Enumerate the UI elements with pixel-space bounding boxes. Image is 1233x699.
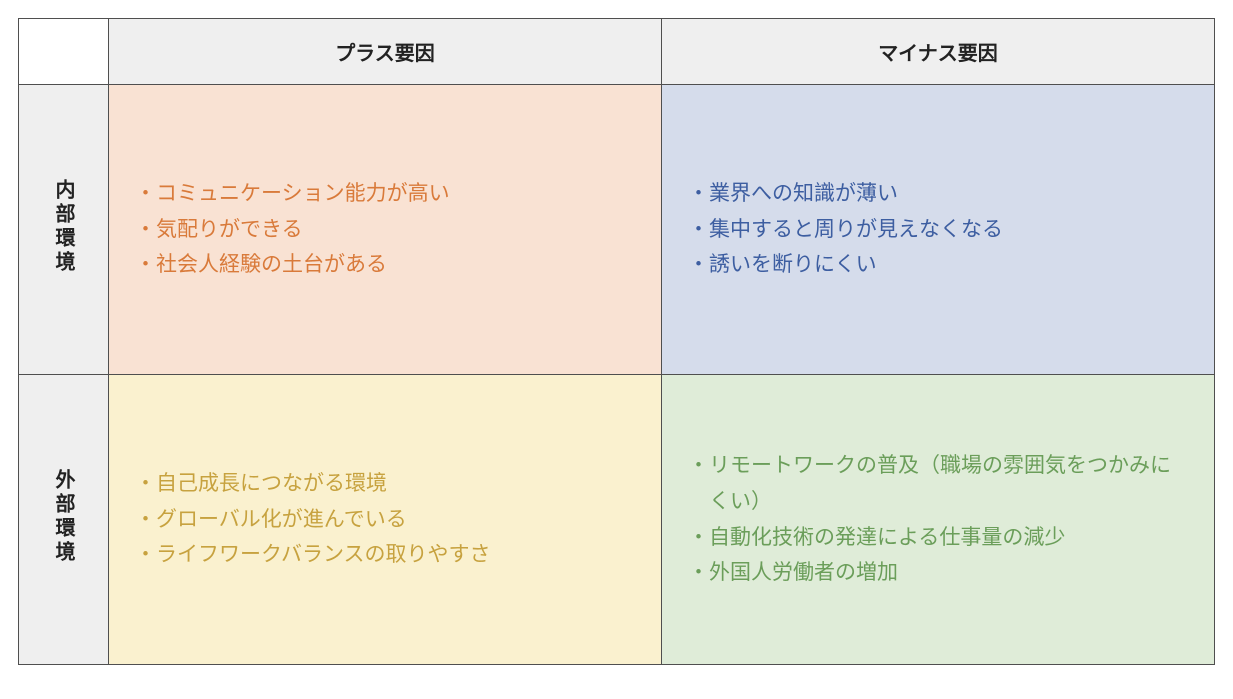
row-header-external-label: 外部環境 bbox=[49, 469, 78, 565]
strengths-list: コミュニケーション能力が高い気配りができる社会人経験の土台がある bbox=[135, 176, 635, 283]
swot-matrix: プラス要因 マイナス要因 内部環境 コミュニケーション能力が高い気配りができる社… bbox=[18, 18, 1215, 665]
row-header-external: 外部環境 bbox=[19, 375, 109, 665]
list-item: 外国人労働者の増加 bbox=[688, 555, 1188, 591]
cell-opportunities: 自己成長につながる環境グローバル化が進んでいるライフワークバランスの取りやすさ bbox=[109, 375, 662, 665]
opportunities-list: 自己成長につながる環境グローバル化が進んでいるライフワークバランスの取りやすさ bbox=[135, 466, 635, 573]
list-item: 自動化技術の発達による仕事量の減少 bbox=[688, 520, 1188, 556]
list-item: 誘いを断りにくい bbox=[688, 247, 1188, 283]
cell-weaknesses: 業界への知識が薄い集中すると周りが見えなくなる誘いを断りにくい bbox=[662, 85, 1215, 375]
row-header-internal-label: 内部環境 bbox=[49, 179, 78, 275]
list-item: 業界への知識が薄い bbox=[688, 176, 1188, 212]
list-item: ライフワークバランスの取りやすさ bbox=[135, 537, 635, 573]
threats-list: リモートワークの普及（職場の雰囲気をつかみにくい）自動化技術の発達による仕事量の… bbox=[688, 448, 1188, 591]
internal-row: 内部環境 コミュニケーション能力が高い気配りができる社会人経験の土台がある 業界… bbox=[19, 85, 1215, 375]
weaknesses-list: 業界への知識が薄い集中すると周りが見えなくなる誘いを断りにくい bbox=[688, 176, 1188, 283]
col-header-negative: マイナス要因 bbox=[662, 19, 1215, 85]
corner-cell bbox=[19, 19, 109, 85]
cell-strengths: コミュニケーション能力が高い気配りができる社会人経験の土台がある bbox=[109, 85, 662, 375]
list-item: 気配りができる bbox=[135, 212, 635, 248]
list-item: グローバル化が進んでいる bbox=[135, 502, 635, 538]
external-row: 外部環境 自己成長につながる環境グローバル化が進んでいるライフワークバランスの取… bbox=[19, 375, 1215, 665]
list-item: リモートワークの普及（職場の雰囲気をつかみにくい） bbox=[688, 448, 1188, 519]
list-item: コミュニケーション能力が高い bbox=[135, 176, 635, 212]
list-item: 社会人経験の土台がある bbox=[135, 247, 635, 283]
cell-threats: リモートワークの普及（職場の雰囲気をつかみにくい）自動化技術の発達による仕事量の… bbox=[662, 375, 1215, 665]
col-header-positive: プラス要因 bbox=[109, 19, 662, 85]
list-item: 集中すると周りが見えなくなる bbox=[688, 212, 1188, 248]
row-header-internal: 内部環境 bbox=[19, 85, 109, 375]
list-item: 自己成長につながる環境 bbox=[135, 466, 635, 502]
header-row: プラス要因 マイナス要因 bbox=[19, 19, 1215, 85]
